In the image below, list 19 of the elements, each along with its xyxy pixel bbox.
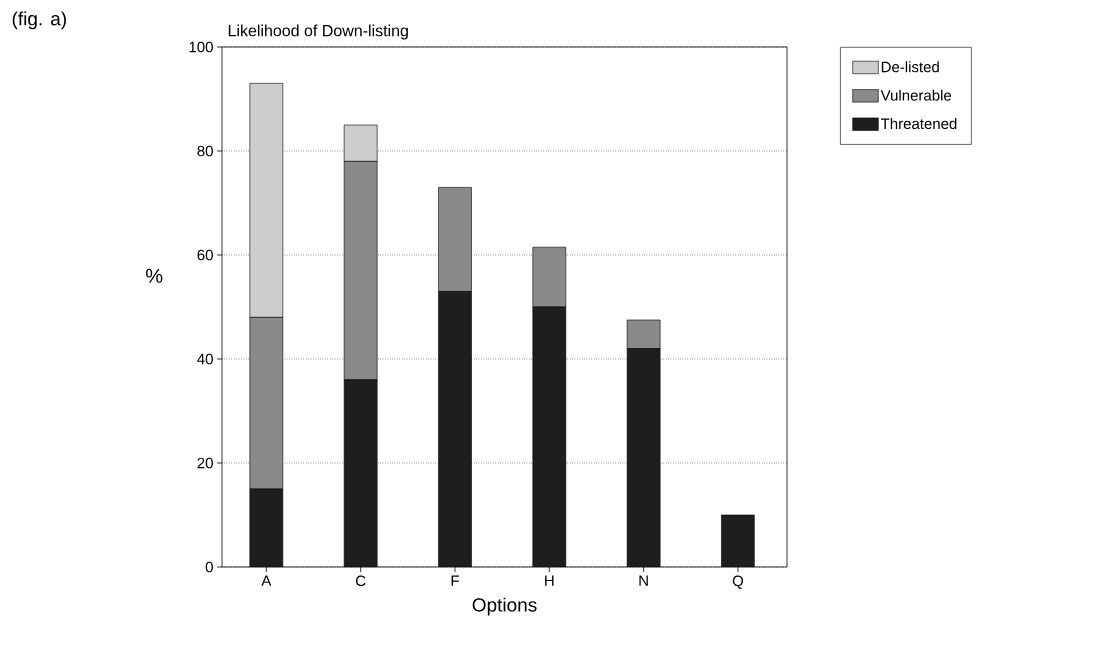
x-tick-label: Q [732, 575, 744, 589]
y-axis-title: % [146, 268, 163, 283]
x-tick-label: A [261, 575, 272, 586]
y-tick-label: 100 [189, 41, 213, 53]
y-tick-label: 80 [197, 145, 213, 157]
y-tick-label: 40 [197, 353, 213, 365]
x-axis-title: Options [472, 597, 537, 616]
legend-label: Vulnerable [880, 89, 952, 101]
legend-label: Threatened [880, 118, 957, 130]
legend-label: De-listed [881, 61, 939, 73]
x-tick-label: F [451, 575, 459, 586]
chart-title: Likelihood of Down-listing [228, 24, 408, 40]
text: (fig. a) [12, 11, 66, 30]
x-tick-label: N [639, 575, 648, 586]
y-tick-label: 0 [205, 561, 213, 573]
y-tick-label: 20 [197, 457, 213, 469]
x-tick-label: C [356, 575, 366, 587]
y-tick-label: 60 [197, 249, 213, 261]
x-tick-label: H [545, 575, 554, 586]
